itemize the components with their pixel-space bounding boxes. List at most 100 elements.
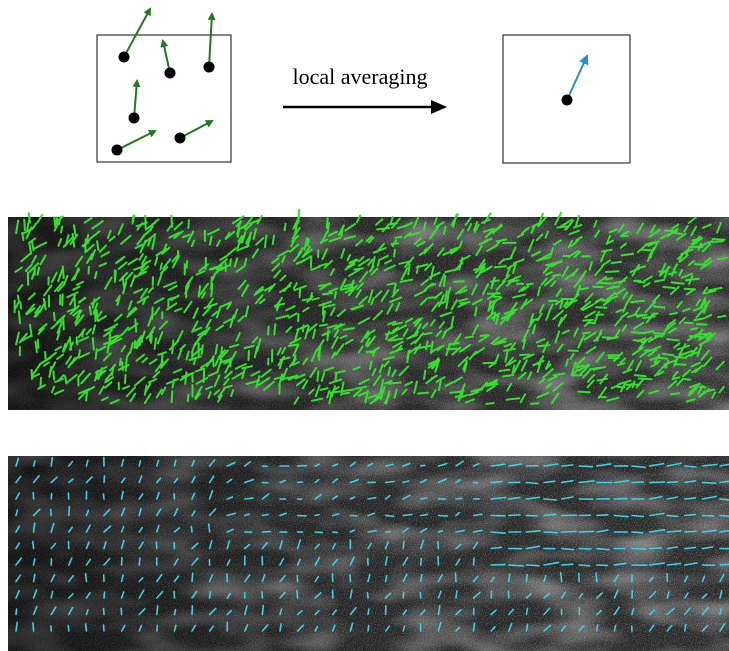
vector xyxy=(303,325,304,331)
vector xyxy=(691,328,697,329)
vector xyxy=(139,558,140,565)
particles xyxy=(112,52,215,156)
vector xyxy=(317,371,318,381)
vector xyxy=(544,532,557,533)
vector xyxy=(606,278,612,279)
vector xyxy=(403,514,412,515)
vector xyxy=(327,218,328,228)
vector xyxy=(63,317,64,329)
vector xyxy=(96,349,97,359)
vector xyxy=(450,392,461,393)
vector xyxy=(672,282,684,283)
vector xyxy=(597,625,598,631)
vector xyxy=(342,393,350,394)
image-shade xyxy=(8,217,729,410)
vector xyxy=(632,532,643,533)
vector xyxy=(368,609,369,614)
vector xyxy=(378,260,379,266)
vector xyxy=(583,332,590,333)
vector xyxy=(562,564,573,565)
vector xyxy=(474,623,475,631)
vector xyxy=(172,391,173,402)
vector xyxy=(667,482,678,483)
vector xyxy=(428,297,436,298)
vector xyxy=(191,527,192,533)
vector xyxy=(685,466,696,467)
vector xyxy=(526,608,527,614)
vector xyxy=(526,575,527,582)
vector xyxy=(274,324,275,335)
vector xyxy=(553,275,560,276)
vector xyxy=(694,386,706,387)
particle-arrows xyxy=(117,9,212,150)
vector xyxy=(53,371,54,379)
vector xyxy=(509,574,510,582)
vector xyxy=(202,345,203,354)
vector xyxy=(185,372,186,384)
vector xyxy=(323,293,333,294)
vector xyxy=(108,346,109,353)
vector xyxy=(367,593,368,598)
vector xyxy=(578,392,590,393)
vector xyxy=(654,307,665,308)
vector xyxy=(70,337,71,350)
vector xyxy=(632,516,644,517)
vector xyxy=(69,507,70,516)
vector xyxy=(285,224,286,231)
particle xyxy=(112,145,123,156)
vector xyxy=(386,576,387,582)
vector xyxy=(634,340,642,341)
vector xyxy=(500,370,510,371)
vector xyxy=(68,626,69,632)
vector xyxy=(19,311,20,323)
vector xyxy=(581,288,588,289)
vector xyxy=(579,565,589,566)
vector xyxy=(115,271,116,282)
vector xyxy=(720,499,729,500)
vector xyxy=(685,514,696,515)
vector xyxy=(544,499,556,500)
vector xyxy=(461,302,470,303)
vector xyxy=(388,283,395,284)
page: local averaging (() => { const data = JS… xyxy=(0,0,729,651)
vector xyxy=(667,516,678,517)
vector xyxy=(456,498,462,499)
vector xyxy=(188,220,189,228)
vector xyxy=(665,231,677,232)
vector xyxy=(262,515,268,516)
vector xyxy=(561,573,562,582)
vector xyxy=(685,625,686,632)
vector xyxy=(526,483,537,484)
vector xyxy=(509,565,524,566)
vector xyxy=(319,349,320,360)
vector xyxy=(320,325,327,326)
vector xyxy=(456,591,457,598)
vector xyxy=(609,356,616,357)
vector xyxy=(639,379,652,380)
vector xyxy=(718,316,725,317)
vector xyxy=(538,345,549,346)
vector xyxy=(531,403,539,404)
vector xyxy=(51,494,52,500)
vector xyxy=(421,575,422,582)
vector xyxy=(418,393,428,394)
vector xyxy=(481,335,488,336)
vector xyxy=(210,592,211,598)
vector xyxy=(562,465,573,466)
vector xyxy=(617,387,624,388)
vector xyxy=(103,494,104,499)
vector xyxy=(172,341,173,354)
vector xyxy=(526,565,539,566)
vector xyxy=(65,376,66,383)
vector xyxy=(533,319,539,320)
vector xyxy=(421,514,428,515)
vector xyxy=(675,357,686,358)
vector xyxy=(262,606,263,615)
vector xyxy=(720,516,729,517)
vector xyxy=(330,391,341,392)
vector xyxy=(455,573,456,582)
vector xyxy=(61,227,62,233)
vector xyxy=(614,499,627,500)
vector xyxy=(632,332,645,333)
vector xyxy=(24,220,25,231)
